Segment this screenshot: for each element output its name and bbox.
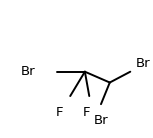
Text: F: F: [56, 106, 64, 119]
Text: Br: Br: [136, 57, 151, 70]
Text: Br: Br: [21, 65, 35, 78]
Text: F: F: [83, 106, 90, 119]
Text: Br: Br: [94, 114, 108, 127]
